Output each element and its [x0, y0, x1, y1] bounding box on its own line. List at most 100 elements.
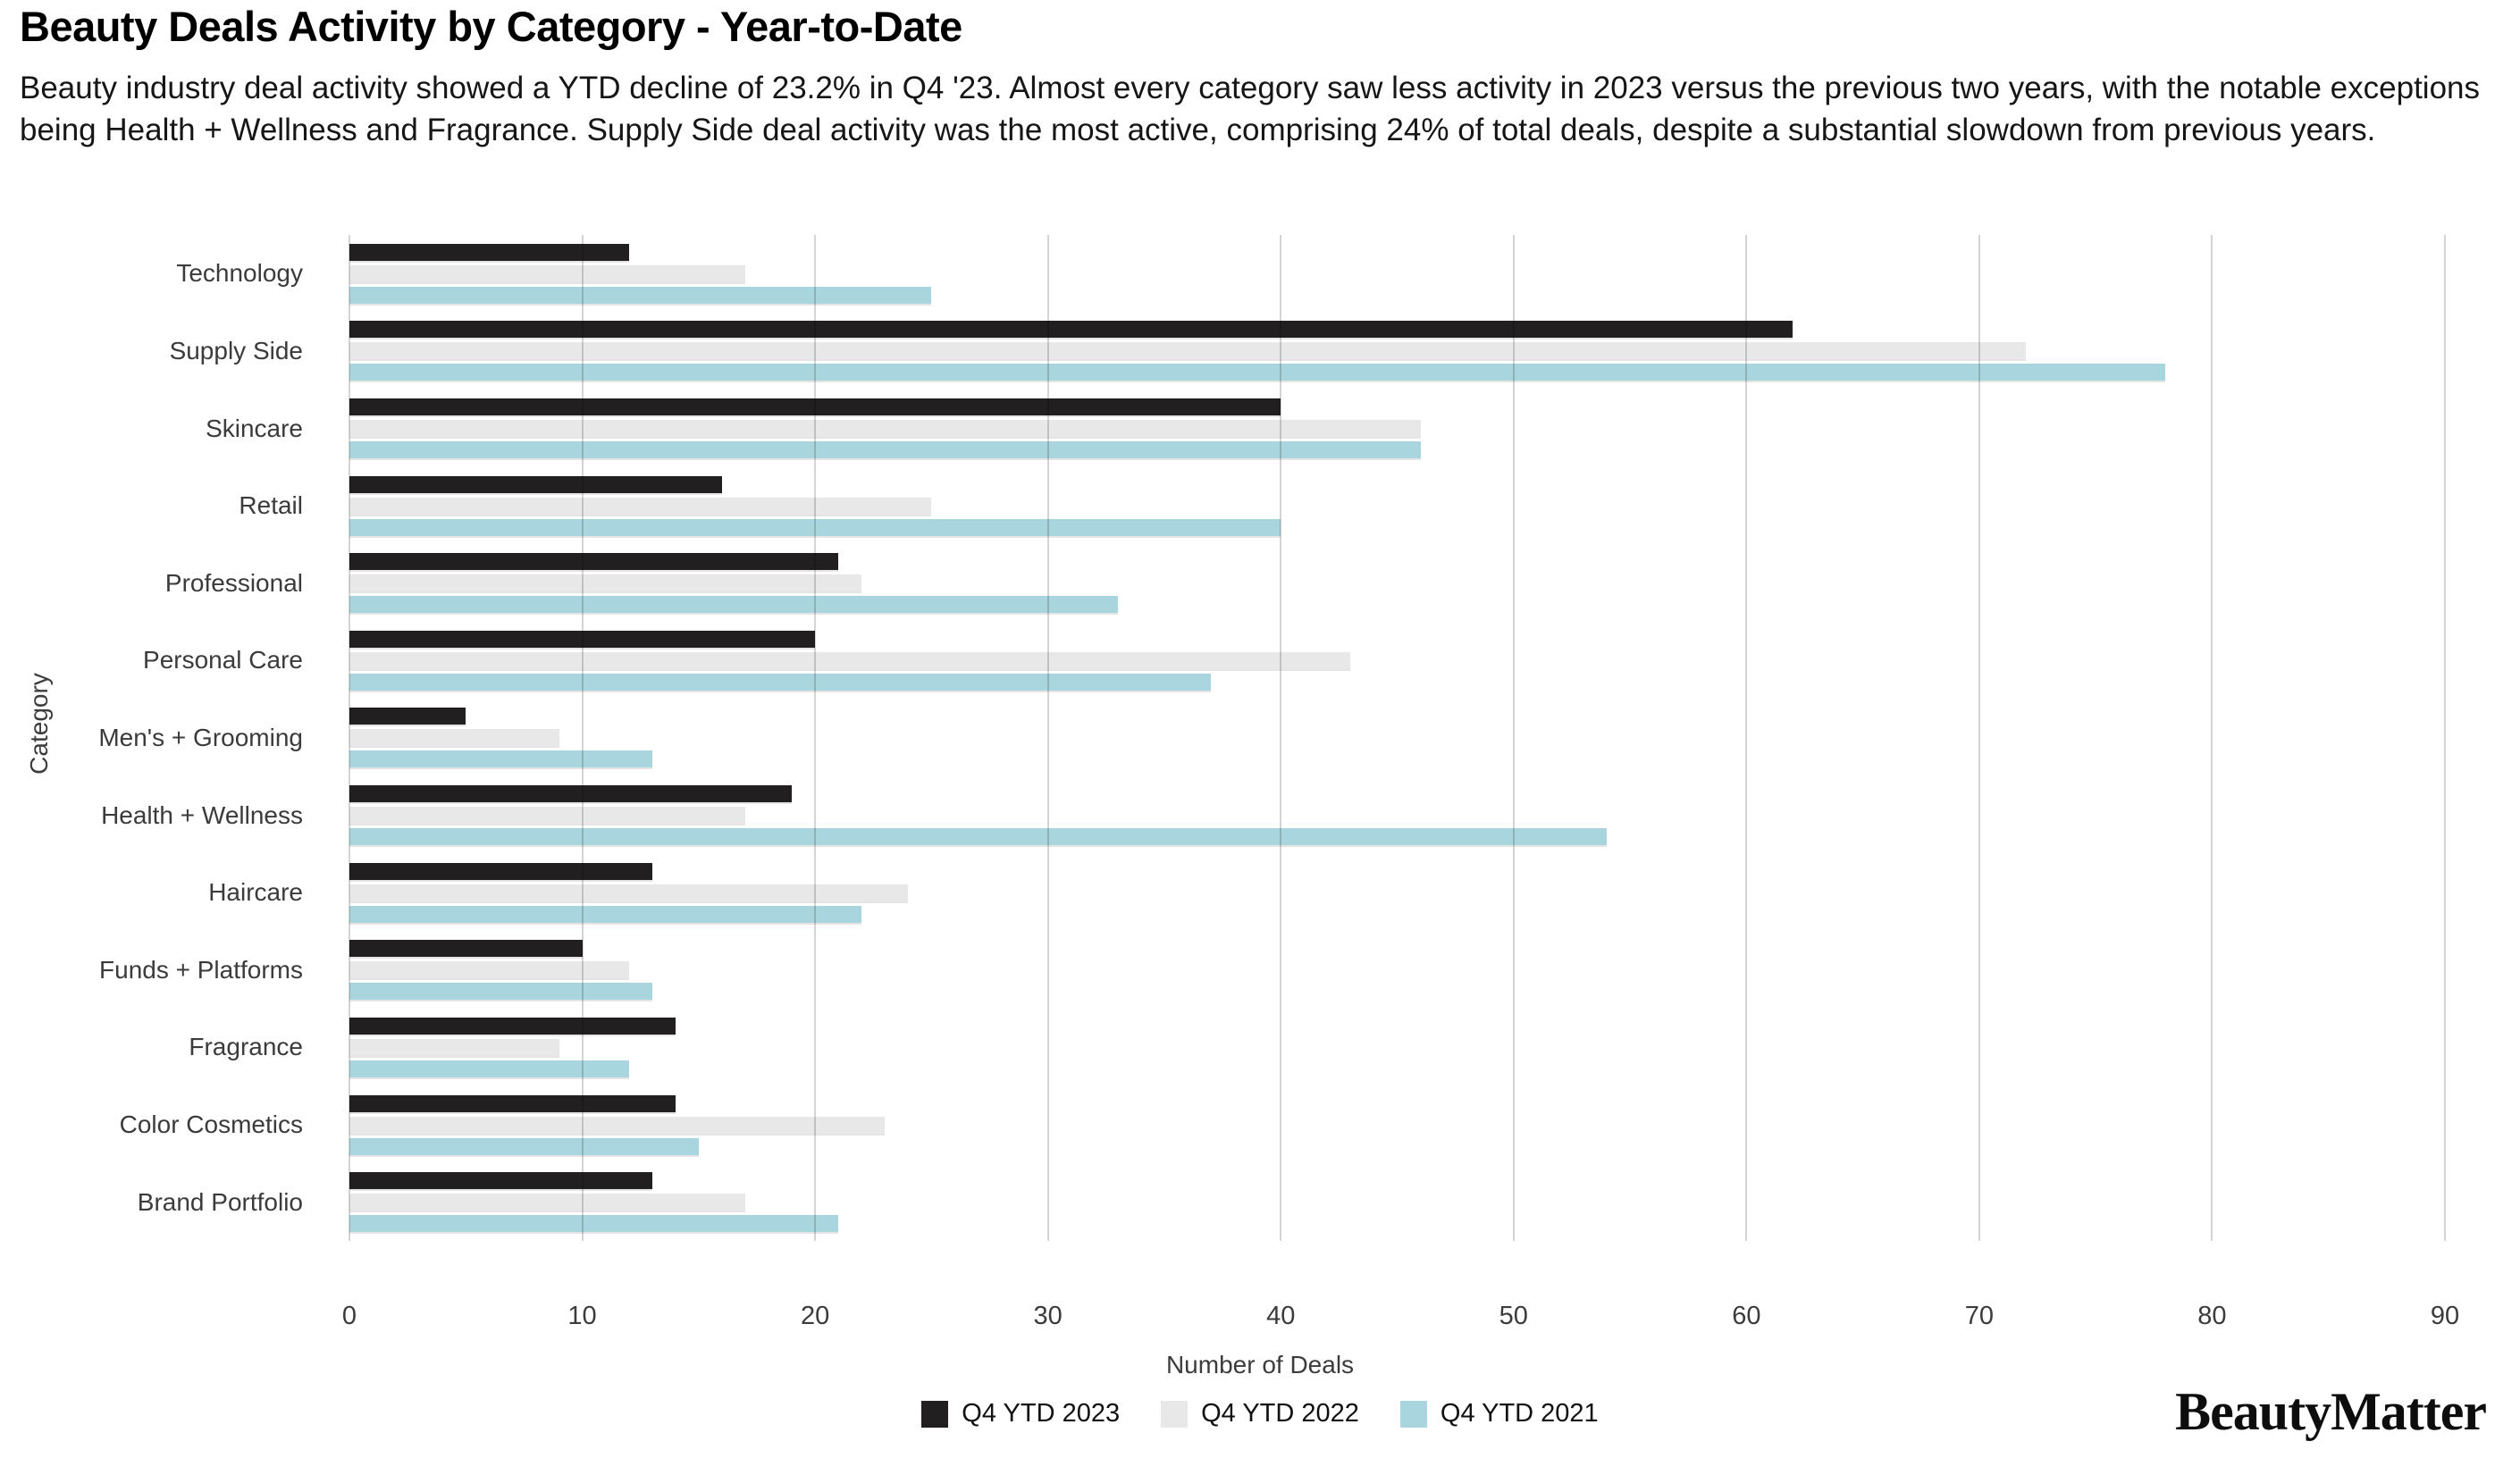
category-label: Fragrance [189, 1033, 303, 1061]
bar [349, 1215, 839, 1233]
category-label: Color Cosmetics [119, 1110, 303, 1138]
category-label: Professional [164, 568, 303, 597]
category-label: Brand Portfolio [137, 1187, 303, 1216]
x-tick-label: 70 [1964, 1302, 1995, 1330]
x-tick-label: 80 [2197, 1302, 2227, 1330]
bar-group [349, 854, 2445, 932]
bar-group [349, 1009, 2445, 1086]
x-tick-label: 90 [2430, 1302, 2460, 1330]
x-tick-label: 0 [341, 1302, 357, 1330]
category-label: Funds + Platforms [99, 955, 303, 984]
legend-label: Q4 YTD 2023 [962, 1399, 1121, 1428]
bar [349, 983, 652, 1001]
category-row: Haircare [0, 854, 2445, 932]
bar-group [349, 1086, 2445, 1164]
category-row: Personal Care [0, 622, 2445, 700]
category-row: Funds + Platforms [0, 931, 2445, 1009]
bar [349, 321, 1793, 339]
page-title: Beauty Deals Activity by Category - Year… [20, 3, 962, 50]
bar [349, 441, 1421, 459]
chart-subtitle: Beauty industry deal activity showed a Y… [20, 71, 2481, 147]
bar [349, 1194, 745, 1211]
bar [349, 630, 816, 648]
bar [349, 828, 1607, 846]
bar [349, 1060, 629, 1077]
bar [349, 596, 1118, 614]
x-tick-label: 50 [1499, 1302, 1528, 1330]
bar [349, 420, 1421, 438]
brand-logo: BeautyMatter [2175, 1382, 2487, 1441]
category-label: Retail [239, 491, 303, 520]
bar [349, 1094, 676, 1112]
bar [349, 940, 583, 958]
bar-group [349, 1163, 2445, 1241]
category-row: Health + Wellness [0, 776, 2445, 854]
legend-item: Q4 YTD 2023 [921, 1399, 1120, 1429]
bar [349, 750, 652, 768]
bar [349, 785, 793, 803]
category-row: Technology [0, 235, 2445, 313]
bar-group [349, 544, 2445, 622]
category-row: Brand Portfolio [0, 1163, 2445, 1241]
category-label: Technology [176, 259, 303, 288]
bar-group [349, 467, 2445, 545]
x-axis-title: Number of Deals [1165, 1351, 1355, 1378]
bar-group [349, 700, 2445, 777]
category-label: Health + Wellness [101, 800, 303, 829]
bar [349, 398, 1281, 416]
bar [349, 1017, 676, 1035]
bar [349, 264, 745, 282]
bar [349, 518, 1281, 536]
bar-group [349, 776, 2445, 854]
legend-label: Q4 YTD 2022 [1201, 1399, 1359, 1428]
category-row: Men's + Grooming [0, 700, 2445, 777]
bar-group [349, 313, 2445, 390]
x-tick-label: 30 [1033, 1302, 1063, 1330]
x-axis: 0 10 20 30 40 50 60 70 80 90 [342, 1297, 2459, 1335]
bar [349, 243, 629, 261]
category-label: Supply Side [169, 336, 303, 364]
legend-swatch [1399, 1400, 1427, 1428]
category-label: Haircare [208, 878, 303, 907]
legend-swatch [921, 1400, 949, 1428]
bar [349, 364, 2166, 381]
category-label: Personal Care [143, 646, 303, 675]
x-tick-label: 10 [567, 1302, 597, 1330]
category-row: Fragrance [0, 1009, 2445, 1086]
bar-group [349, 235, 2445, 313]
bar [349, 729, 559, 747]
bar [349, 807, 745, 825]
plot-area: Technology Supply Side Skincare Retail Profe… [0, 235, 2445, 1241]
bar [349, 475, 722, 493]
bar [349, 673, 1212, 691]
bar [349, 862, 652, 880]
category-row: Skincare [0, 390, 2445, 467]
bar [349, 1172, 652, 1190]
category-label: Skincare [206, 414, 303, 442]
bar [349, 651, 1351, 669]
bar-group [349, 931, 2445, 1009]
category-row: Color Cosmetics [0, 1086, 2445, 1164]
category-row: Supply Side [0, 313, 2445, 390]
bar [349, 905, 862, 923]
legend: Q4 YTD 2023 Q4 YTD 2022 Q4 YTD 2021 [0, 1399, 2520, 1429]
legend-swatch [1161, 1400, 1189, 1428]
bar [349, 574, 862, 592]
x-tick-label: 60 [1732, 1302, 1761, 1330]
x-tick-label: 20 [800, 1302, 830, 1330]
bar [349, 961, 629, 979]
bar [349, 286, 932, 304]
bar [349, 1038, 559, 1056]
bar [349, 708, 466, 725]
bar-group [349, 622, 2445, 700]
bar [349, 497, 932, 515]
category-row: Retail [0, 467, 2445, 545]
bar [349, 1137, 699, 1155]
x-tick-label: 40 [1266, 1302, 1296, 1330]
bar [349, 1116, 886, 1134]
category-row: Professional [0, 544, 2445, 622]
bar [349, 553, 839, 571]
category-label: Men's + Grooming [98, 723, 303, 751]
legend-item: Q4 YTD 2022 [1161, 1399, 1359, 1429]
